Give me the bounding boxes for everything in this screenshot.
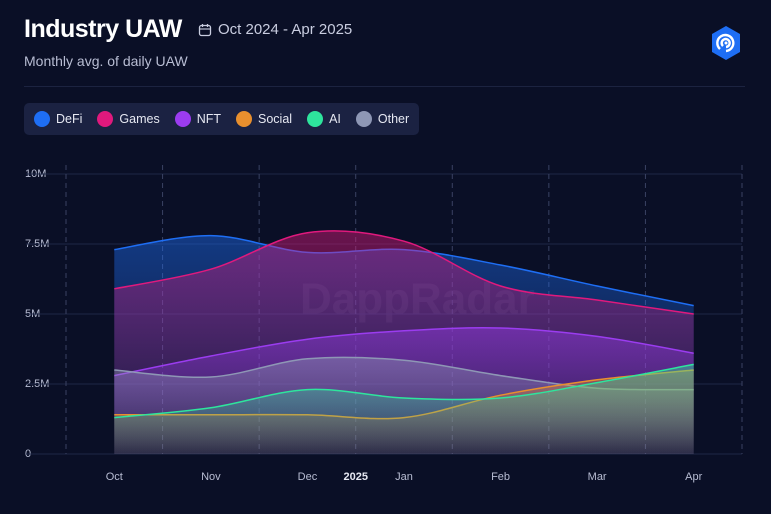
legend-swatch [174,111,191,127]
line [114,363,694,419]
date-range: Oct 2024 - Apr 2025 [198,21,352,38]
x-tick-label: Feb [491,471,510,483]
year-label: 2025 [343,471,367,483]
legend-item[interactable]: Games [97,111,160,127]
area [114,364,694,454]
subtitle: Monthly avg. of daily UAW [24,53,188,69]
x-tick-label: Nov [201,471,221,483]
legend-swatch [307,111,324,127]
x-tick-label: Apr [685,471,702,483]
legend-swatch [97,111,114,127]
x-tick-label: Oct [106,471,123,483]
legend-item[interactable]: AI [307,111,341,127]
date-text: Oct 2024 - Apr 2025 [218,21,353,38]
legend-label: Other [377,112,410,126]
legend-label: Games [119,112,160,126]
legend-label: NFT [196,112,222,126]
title: Industry UAW [24,15,182,43]
x-tick-label: Jan [395,471,413,483]
legend-label: Social [258,112,293,126]
line [114,230,694,315]
legend-swatch [34,111,50,127]
x-tick-label: Mar [588,471,607,483]
legend-label: AI [329,112,341,126]
legend-item[interactable]: NFT [174,111,222,127]
x-tick-label: Dec [298,471,318,483]
separator [24,86,745,87]
line [114,327,694,377]
calendar-icon [198,23,212,36]
legend-swatch [355,111,372,127]
logo [712,26,740,60]
legend: DeFi Games NFT Social AI Other [24,103,420,135]
legend-swatch [236,111,253,127]
legend-item[interactable]: Social [236,111,292,127]
legend-item[interactable]: Other [355,111,410,127]
legend-item[interactable]: DeFi [34,111,82,127]
legend-label: DeFi [56,112,83,126]
